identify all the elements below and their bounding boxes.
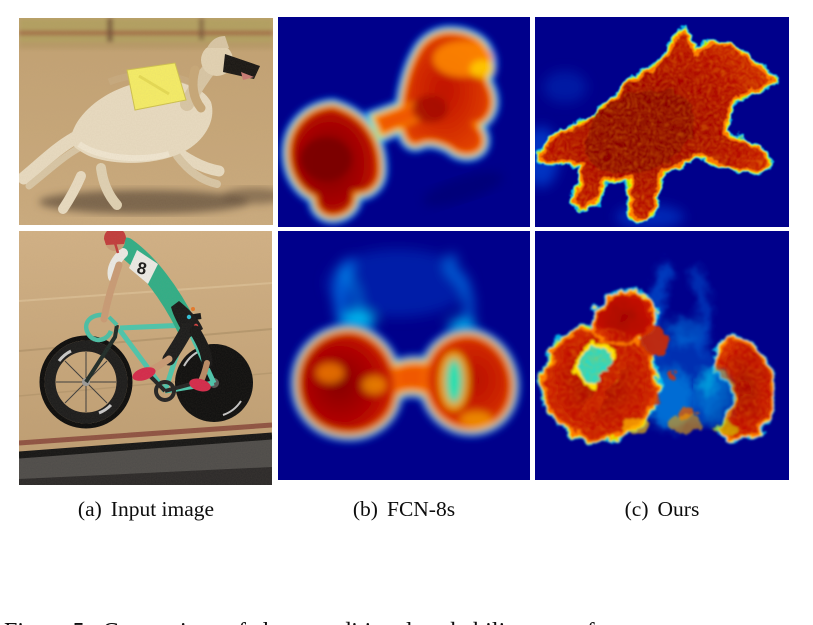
photo-grain bbox=[19, 231, 272, 485]
cyan-wisps bbox=[326, 249, 476, 336]
caption-column-c: (c) Ours bbox=[535, 497, 789, 527]
fcn8s-bicycle-heatmap bbox=[278, 231, 530, 480]
heat-blob-dog-ours bbox=[536, 24, 777, 224]
heat-blob-dog-fcn bbox=[280, 24, 501, 225]
ours-dog-heatmap bbox=[535, 17, 789, 227]
caption-c-label: (c) bbox=[624, 497, 649, 521]
dog-input-photo bbox=[19, 18, 273, 225]
photo-grain bbox=[19, 18, 273, 225]
ours-bicycle-art bbox=[535, 231, 789, 480]
heat-blob-bicycle-fcn bbox=[289, 322, 521, 442]
caption-column-a: (a) Input image bbox=[19, 497, 273, 527]
ours-dog-art bbox=[535, 17, 789, 227]
caption-a-text: Input image bbox=[110, 497, 215, 521]
fcn8s-dog-heatmap bbox=[278, 17, 530, 227]
speckle-overlay bbox=[544, 327, 774, 440]
caption-b-label: (b) bbox=[352, 497, 378, 521]
figure-caption: Figure 5. Comparison of class conditiona… bbox=[4, 545, 810, 625]
caption-column-b: (b) FCN-8s bbox=[278, 497, 530, 527]
dog-photo-art bbox=[19, 18, 273, 225]
caption-a-label: (a) bbox=[77, 497, 102, 521]
figure-caption-line-1: Figure 5. Comparison of class conditiona… bbox=[4, 615, 810, 625]
caption-c-text: Ours bbox=[657, 497, 700, 521]
fcn8s-bicycle-art bbox=[278, 231, 530, 480]
ours-bicycle-heatmap bbox=[535, 231, 789, 480]
caption-b-text: FCN-8s bbox=[386, 497, 456, 521]
cyan-bite bbox=[697, 367, 733, 425]
bicycle-input-photo: 8 bbox=[19, 231, 272, 485]
fcn8s-dog-art bbox=[278, 17, 530, 227]
bicycle-photo-art: 8 bbox=[19, 231, 272, 485]
